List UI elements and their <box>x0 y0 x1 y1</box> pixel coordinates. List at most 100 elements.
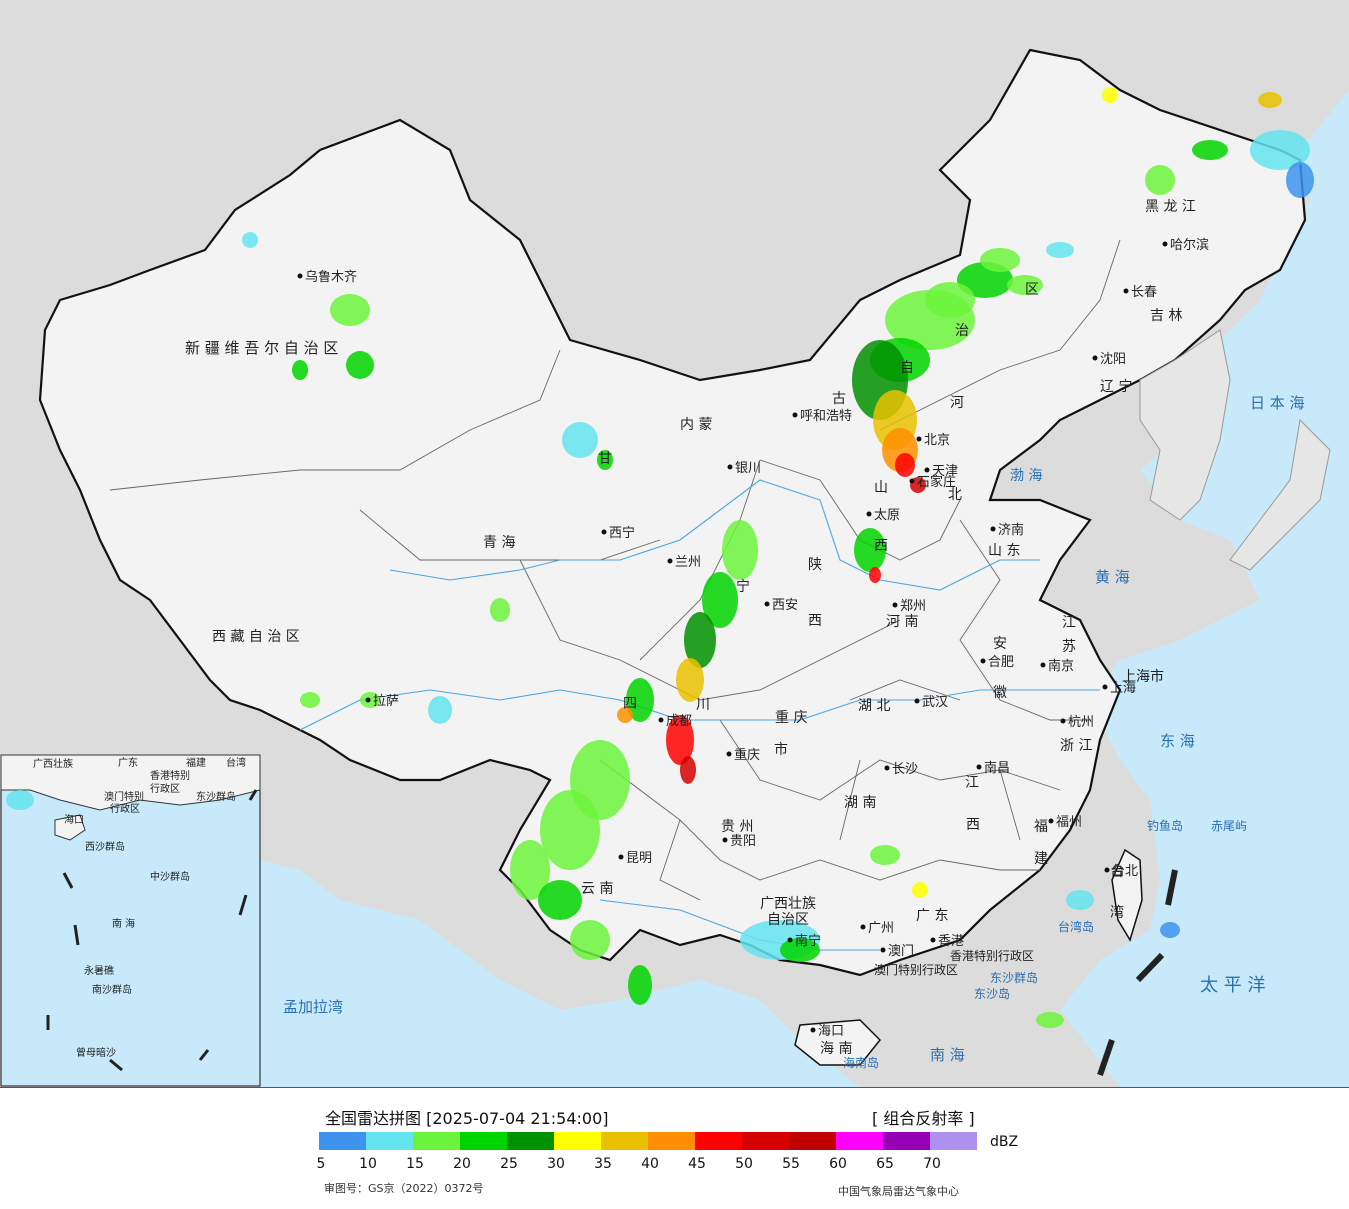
city-marker <box>1102 684 1108 690</box>
scale-tick-label: 10 <box>359 1156 377 1172</box>
inset-label: 南沙群岛 <box>92 983 132 996</box>
scale-tick-label: 25 <box>500 1156 518 1172</box>
region-label: 北 <box>948 487 962 503</box>
city-marker <box>787 937 793 943</box>
sea-label: 黄 海 <box>1095 568 1130 586</box>
region-label: 四 <box>623 696 637 712</box>
region-label: 区 <box>1025 282 1039 298</box>
city-label: 呼和浩特 <box>800 409 852 424</box>
city-marker <box>914 698 920 704</box>
map-approval-number: 审图号：GS京（2022）0372号 <box>324 1182 484 1195</box>
city-label: 合肥 <box>988 655 1014 670</box>
city-marker <box>365 697 371 703</box>
region-label: 西 <box>874 538 888 554</box>
city-label: 济南 <box>998 522 1024 538</box>
radar-echo <box>617 707 633 723</box>
region-label: 治 <box>955 323 969 339</box>
city-label: 哈尔滨 <box>1170 237 1209 253</box>
radar-echo <box>1250 130 1310 170</box>
city-marker <box>792 412 798 418</box>
region-label: 上海市 <box>1122 668 1164 685</box>
inset-label: 中沙群岛 <box>150 870 190 883</box>
inset-label: 曾母暗沙 <box>76 1046 116 1059</box>
sea-label: 孟加拉湾 <box>283 998 343 1016</box>
city-marker <box>1123 288 1129 294</box>
region-label: 建 <box>1034 851 1048 867</box>
island-label: 钓鱼岛 <box>1147 818 1183 833</box>
radar-echo <box>1102 87 1118 103</box>
city-label: 杭州 <box>1068 715 1094 730</box>
region-label: 市 <box>774 741 788 758</box>
radar-echo <box>292 360 308 380</box>
region-label: 广西壮族 <box>760 896 816 912</box>
radar-echo <box>490 598 510 622</box>
region-label: 甘 <box>598 451 612 467</box>
region-label: 自 <box>900 360 914 376</box>
city-label: 石家庄 <box>917 474 956 490</box>
radar-echo <box>912 882 928 898</box>
island-label: 海南岛 <box>843 1055 879 1070</box>
city-marker <box>880 947 886 953</box>
sea-label: 日 本 海 <box>1250 394 1305 412</box>
region-label: 宁 <box>736 578 750 595</box>
region-label: 西 <box>966 817 980 833</box>
city-marker <box>1060 718 1066 724</box>
city-marker <box>297 273 303 279</box>
bay-of-bengal <box>260 860 340 1087</box>
sea-label: 太 平 洋 <box>1200 975 1265 996</box>
scale-tick-label: 60 <box>829 1156 847 1172</box>
inset-label: 台湾 <box>226 756 246 769</box>
city-label: 天津 <box>932 464 958 479</box>
radar-echo <box>300 692 320 708</box>
radar-echo <box>1036 1012 1064 1028</box>
radar-echo <box>925 282 975 318</box>
scale-unit: dBZ <box>990 1134 1019 1150</box>
city-label: 沈阳 <box>1100 352 1126 367</box>
city-label: 北京 <box>924 433 950 448</box>
city-marker <box>866 511 872 517</box>
city-marker <box>976 764 982 770</box>
radar-echo <box>540 790 600 870</box>
radar-echo <box>628 965 652 1005</box>
inset-land <box>0 754 261 811</box>
region-label: 广 东 <box>916 908 948 924</box>
radar-echo <box>684 612 716 668</box>
region-label: 青 海 <box>483 535 515 551</box>
radar-echo <box>676 658 704 702</box>
region-label: 新 疆 维 吾 尔 自 治 区 <box>185 339 338 357</box>
region-label: 自治区 <box>767 912 809 928</box>
region-label: 浙 江 <box>1060 738 1092 754</box>
scale-tick-label: 35 <box>594 1156 612 1172</box>
region-label: 安 <box>993 636 1007 652</box>
city-marker <box>909 478 915 484</box>
radar-echo <box>1046 242 1074 258</box>
radar-echo <box>1192 140 1228 160</box>
city-marker <box>618 854 624 860</box>
city-label: 上海 <box>1110 681 1136 696</box>
island-label: 东沙群岛 <box>990 970 1038 985</box>
scale-tick-label: 70 <box>923 1156 941 1172</box>
korea-peninsula <box>1139 329 1231 521</box>
region-label: 江 <box>1062 615 1076 631</box>
scale-tick-label: 30 <box>547 1156 565 1172</box>
scale-swatch <box>836 1132 883 1150</box>
scale-tick-label: 55 <box>782 1156 800 1172</box>
region-label: 湖 南 <box>844 795 876 811</box>
city-marker <box>601 529 607 535</box>
city-label: 武汉 <box>922 695 948 710</box>
radar-echo <box>870 845 900 865</box>
radar-echo <box>1286 162 1314 198</box>
city-marker <box>916 436 922 442</box>
region-label: 云 南 <box>581 881 613 897</box>
japan <box>1229 418 1331 571</box>
city-marker <box>667 558 673 564</box>
island-label: 东沙岛 <box>974 986 1010 1001</box>
inset-label: 福建 <box>186 756 206 769</box>
city-label: 南宁 <box>795 933 821 949</box>
inset-label: 西沙群岛 <box>85 840 125 853</box>
city-marker <box>726 751 732 757</box>
radar-echo <box>6 790 34 810</box>
scale-swatch <box>507 1132 554 1150</box>
city-label: 昆明 <box>626 851 652 866</box>
scale-swatch <box>789 1132 836 1150</box>
